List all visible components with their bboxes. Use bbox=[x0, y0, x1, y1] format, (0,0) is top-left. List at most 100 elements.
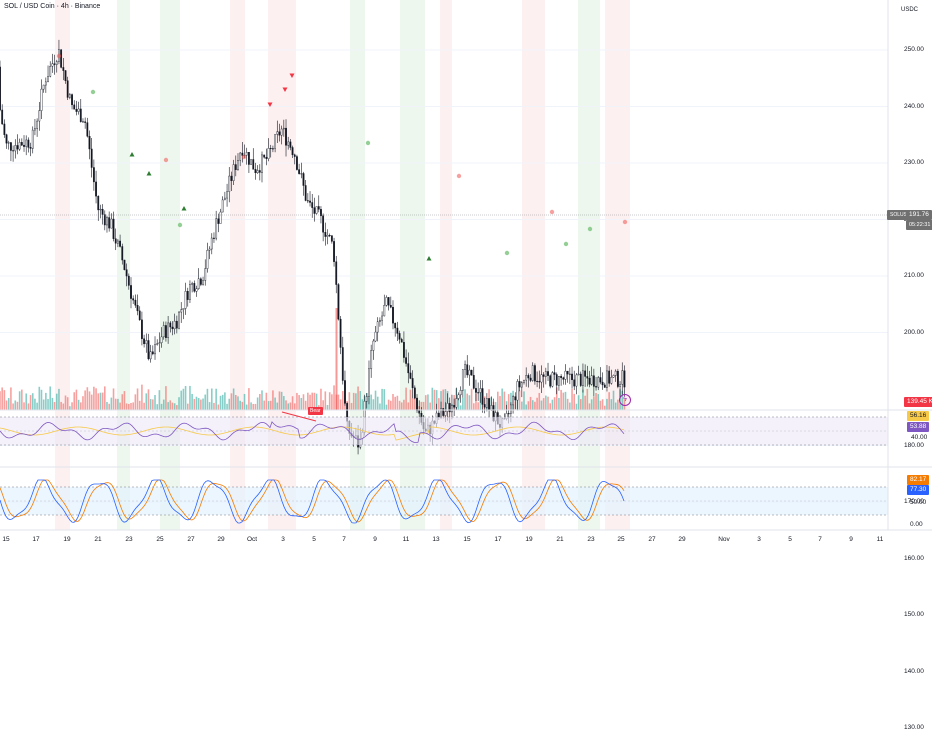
volume-bar bbox=[77, 399, 80, 410]
candle-body bbox=[381, 315, 383, 321]
candle-body bbox=[75, 109, 78, 112]
volume-bar bbox=[464, 389, 466, 410]
volume-bar bbox=[224, 392, 226, 410]
candle-body bbox=[372, 340, 375, 351]
volume-bar bbox=[307, 392, 309, 410]
volume-bar bbox=[274, 397, 276, 410]
candle-body bbox=[173, 320, 176, 330]
time-tick: 11 bbox=[402, 536, 410, 543]
volume-bar bbox=[165, 386, 167, 410]
volume-bar bbox=[191, 393, 193, 410]
candle-body bbox=[10, 142, 12, 151]
volume-bar bbox=[586, 388, 589, 410]
volume-bar bbox=[525, 404, 527, 410]
volume-bar bbox=[149, 399, 152, 410]
candle-body bbox=[608, 370, 611, 384]
candle-body bbox=[239, 152, 242, 161]
chart-canvas[interactable] bbox=[0, 0, 932, 550]
candle-body bbox=[182, 308, 185, 310]
time-tick: 23 bbox=[125, 536, 133, 543]
candlestick-series bbox=[0, 39, 626, 455]
chart-title: SOL / USD Coin · 4h · Binance bbox=[4, 3, 101, 10]
volume-bar bbox=[472, 403, 475, 410]
candle-body bbox=[51, 63, 54, 67]
candle-body bbox=[566, 370, 569, 375]
candle-body bbox=[156, 343, 159, 345]
signal-band bbox=[605, 0, 630, 530]
candle-body bbox=[324, 232, 327, 237]
volume-bar bbox=[390, 400, 392, 410]
candle-body bbox=[335, 261, 338, 285]
candle-body bbox=[47, 76, 49, 83]
candle-body bbox=[409, 372, 412, 379]
candle-body bbox=[221, 199, 224, 213]
stoch-tick: 50.00 bbox=[910, 499, 927, 506]
volume-bar bbox=[606, 398, 608, 410]
volume-bar bbox=[355, 393, 357, 410]
volume-bar bbox=[293, 403, 296, 410]
candle-body bbox=[597, 377, 600, 388]
volume-bar bbox=[272, 390, 274, 410]
candle-body bbox=[134, 299, 137, 306]
rsi-pane bbox=[0, 411, 888, 446]
volume-bar bbox=[219, 395, 222, 410]
stoch-rsi-pane bbox=[0, 479, 888, 524]
volume-bar bbox=[241, 401, 244, 410]
price-tick: 130.00 bbox=[904, 724, 924, 731]
time-tick: 25 bbox=[617, 536, 625, 543]
candle-body bbox=[333, 241, 335, 262]
candle-body bbox=[34, 128, 36, 131]
candle-body bbox=[370, 350, 373, 370]
volume-bar bbox=[230, 393, 233, 410]
candle-body bbox=[418, 410, 421, 414]
candle-body bbox=[538, 380, 541, 383]
volume-bar bbox=[315, 393, 318, 410]
volume-bar bbox=[411, 398, 414, 410]
alert-bolt-icon[interactable]: ϟ bbox=[619, 394, 631, 406]
candle-body bbox=[53, 63, 56, 65]
signal-markers bbox=[56, 53, 628, 261]
time-tick: 11 bbox=[876, 536, 884, 543]
price-tick: 150.00 bbox=[904, 611, 924, 618]
volume-bar bbox=[379, 403, 381, 410]
candle-body bbox=[306, 200, 309, 202]
volume-bar bbox=[232, 388, 235, 410]
volume-bar bbox=[291, 396, 294, 410]
candle-body bbox=[507, 413, 510, 415]
candle-body bbox=[555, 374, 558, 386]
volume-bar bbox=[3, 390, 6, 410]
candle-body bbox=[470, 369, 473, 376]
candle-body bbox=[226, 191, 228, 199]
candle-body bbox=[568, 373, 571, 375]
candle-body bbox=[464, 364, 466, 370]
volume-bar bbox=[128, 403, 130, 410]
buy-dot-icon bbox=[587, 226, 593, 232]
buy-dot-icon bbox=[90, 89, 96, 95]
volume-bar bbox=[285, 400, 287, 410]
volume-bar bbox=[300, 397, 303, 410]
volume-bar bbox=[171, 402, 174, 410]
volume-bar bbox=[372, 399, 375, 410]
time-tick: 9 bbox=[849, 536, 853, 543]
volume-bar bbox=[396, 395, 399, 410]
candle-body bbox=[477, 392, 480, 394]
volume-bar bbox=[444, 389, 447, 410]
volume-bar bbox=[101, 392, 104, 410]
candle-body bbox=[512, 396, 514, 406]
volume-bar bbox=[145, 393, 148, 410]
candle-body bbox=[42, 84, 45, 90]
candle-body bbox=[553, 372, 556, 375]
candle-body bbox=[82, 121, 84, 123]
volume-bar bbox=[538, 392, 541, 410]
candle-body bbox=[106, 217, 108, 226]
candle-body bbox=[475, 388, 477, 393]
stoch-tick: 0.00 bbox=[910, 521, 923, 528]
candle-body bbox=[64, 70, 67, 81]
volume-bar bbox=[132, 402, 134, 410]
candle-body bbox=[263, 154, 266, 158]
volume-bar bbox=[125, 403, 128, 410]
candle-body bbox=[344, 380, 346, 404]
volume-bar bbox=[357, 386, 359, 410]
volume-bar bbox=[265, 392, 268, 410]
volume-bar bbox=[267, 401, 270, 410]
